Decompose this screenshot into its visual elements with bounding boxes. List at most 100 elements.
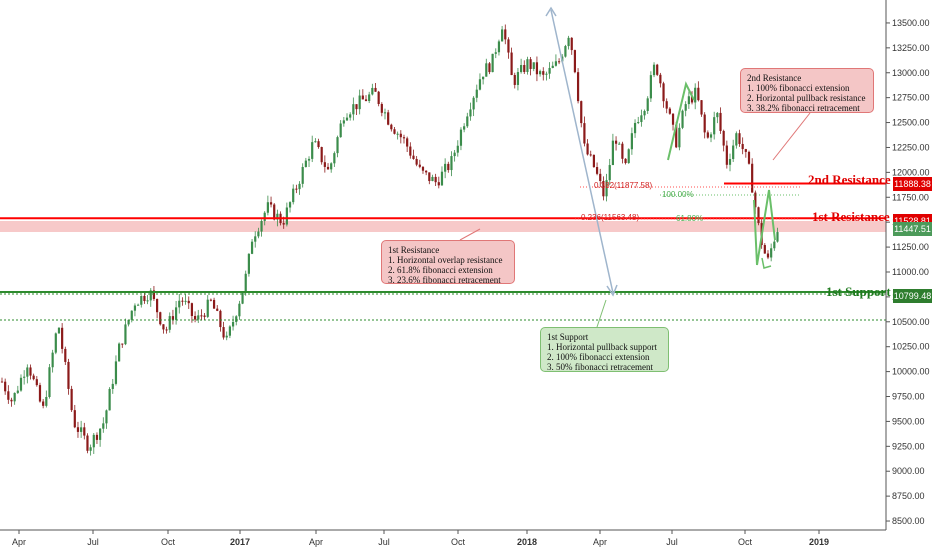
badge-2nd-resistance: 11888.38 (893, 177, 932, 191)
candle-body (171, 316, 175, 320)
candle-body (190, 303, 194, 316)
candle-body (431, 176, 434, 182)
candle-body (292, 188, 295, 203)
candle-body (48, 367, 51, 397)
candle-body (630, 133, 633, 150)
candle-body (766, 253, 770, 258)
candle-body (51, 352, 54, 368)
note-connector-res2 (772, 112, 811, 161)
candle-body (456, 145, 459, 153)
candle-body (263, 212, 266, 221)
candle-body (260, 220, 263, 232)
note-1st-resistance: 1st Resistance 1. Horizontal overlap res… (381, 240, 515, 285)
candle-body (497, 41, 501, 53)
candle-body (121, 343, 124, 345)
candle-body (64, 348, 67, 362)
y-axis: 13500.00 13250.00 13000.00 12750.00 12500.00… (886, 18, 930, 526)
candle-body (722, 130, 725, 146)
candle-body (478, 79, 482, 90)
candle-body (425, 170, 428, 173)
y-tick-label: 12250.00 (892, 142, 930, 152)
note-line: 3. 38.2% fibonacci retracement (747, 103, 860, 113)
candle-body (694, 87, 697, 103)
candle-body (42, 401, 45, 406)
candle-body (776, 232, 779, 242)
candle-body (501, 29, 504, 42)
candle-body (13, 392, 16, 402)
candle-body (703, 114, 706, 133)
candle-body (231, 321, 235, 327)
candle-body (434, 176, 437, 183)
candle-body (678, 127, 681, 148)
x-tick-label: 2018 (517, 537, 537, 547)
candle-body (564, 46, 567, 57)
candle-body (523, 65, 526, 72)
candle-body (516, 72, 520, 85)
candle-body (102, 423, 105, 429)
blue-projection-arrow (550, 9, 614, 294)
candle-body (545, 73, 548, 75)
candle-body (586, 143, 589, 155)
candle-body (387, 112, 390, 125)
candle-body (599, 173, 602, 181)
candle-body (504, 29, 507, 40)
candle-body (646, 98, 649, 111)
candle-body (7, 391, 10, 400)
candle-body (763, 245, 766, 254)
x-tick-label: Jul (87, 537, 99, 547)
candle-body (336, 137, 339, 154)
candle-body (602, 180, 605, 197)
candle-body (130, 310, 133, 320)
candle-body (520, 65, 523, 73)
note-connector-sup1 (596, 299, 607, 328)
y-tick-label: 10250.00 (892, 342, 930, 352)
candle-body (146, 300, 149, 302)
candle-body (23, 376, 26, 378)
candle-body (757, 207, 760, 224)
candle-body (4, 381, 7, 392)
candle-body (222, 327, 225, 338)
x-tick-label: Apr (309, 537, 323, 547)
candle-body (333, 153, 336, 164)
candle-body (45, 396, 48, 406)
candle-body (573, 50, 577, 73)
candle-body (219, 310, 222, 328)
note-title: 1st Resistance (388, 245, 440, 255)
candle-body (409, 146, 412, 156)
projection-arrows (459, 6, 811, 328)
candle-body (507, 39, 510, 53)
candle-body (124, 324, 127, 345)
levels (0, 182, 886, 321)
candle-body (238, 303, 241, 317)
arrow-head-down (606, 284, 618, 297)
candle-body (326, 166, 330, 170)
y-tick-label: 9500.00 (892, 416, 925, 426)
note-title: 1st Support (547, 332, 589, 342)
candle-body (140, 295, 143, 305)
fib-label-0236: 0.236(11563.48) (581, 213, 640, 222)
candle-body (453, 152, 456, 157)
candle-body (73, 410, 76, 428)
candle-body (770, 248, 773, 258)
candle-body (690, 96, 694, 103)
candle-body (114, 361, 118, 384)
candle-body (26, 367, 29, 377)
green-swing-arrow-1 (667, 81, 695, 161)
candle-body (377, 91, 380, 104)
candle-body (738, 133, 741, 144)
x-tick-label: Oct (161, 537, 176, 547)
resistance-zone (0, 221, 886, 232)
candle-body (57, 327, 61, 334)
y-tick-label: 12750.00 (892, 93, 930, 103)
y-tick-label: 13000.00 (892, 68, 930, 78)
note-2nd-resistance: 2nd Resistance 1. 100% fibonacci extensi… (740, 68, 874, 113)
candle-body (108, 388, 111, 411)
note-line: 1. Horizontal overlap resistance (388, 255, 503, 265)
candle-body (383, 112, 387, 114)
y-tick-label: 12000.00 (892, 167, 930, 177)
candle-body (744, 149, 747, 152)
label-2nd-resistance: 2nd Resistance (808, 172, 891, 187)
candle-body (681, 110, 684, 128)
candle-body (684, 104, 687, 111)
fib-label-0382: 0.382(11877.58) (594, 181, 653, 190)
